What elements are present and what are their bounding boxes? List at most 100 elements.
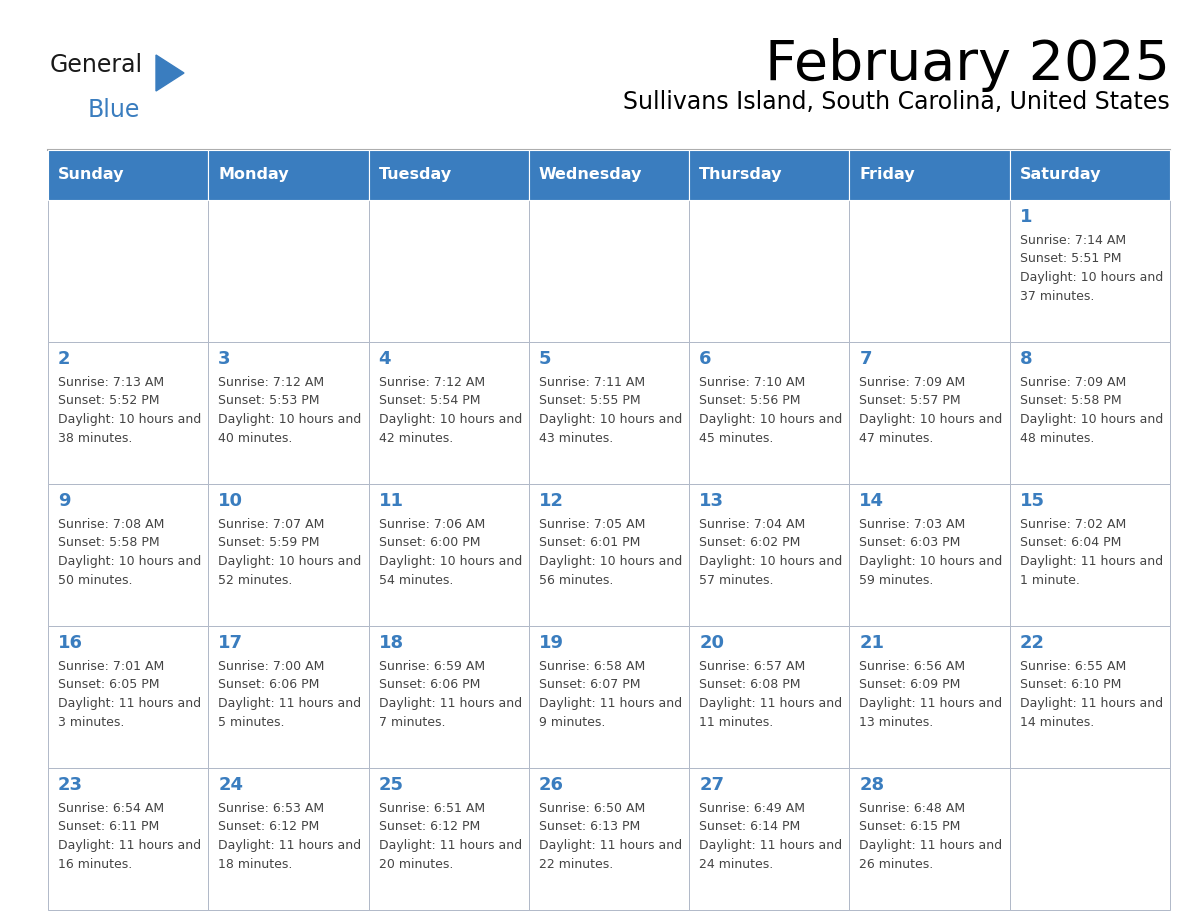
Bar [208,150,368,200]
Bar [1010,150,1170,200]
Text: Sunrise: 7:08 AM: Sunrise: 7:08 AM [58,518,164,531]
Text: 13: 13 [700,492,725,510]
Text: Blue: Blue [88,98,140,122]
Text: Daylight: 11 hours and: Daylight: 11 hours and [859,839,1003,852]
Text: Sunrise: 7:13 AM: Sunrise: 7:13 AM [58,376,164,389]
Bar [48,150,208,200]
Text: 59 minutes.: 59 minutes. [859,574,934,587]
Text: 26: 26 [539,776,564,794]
Text: Daylight: 10 hours and: Daylight: 10 hours and [700,555,842,568]
Text: Daylight: 11 hours and: Daylight: 11 hours and [58,839,201,852]
Text: 57 minutes.: 57 minutes. [700,574,773,587]
Text: 11: 11 [379,492,404,510]
Text: Thursday: Thursday [700,167,783,183]
Text: 17: 17 [219,634,244,652]
Bar [48,342,208,484]
Text: Sunrise: 7:11 AM: Sunrise: 7:11 AM [539,376,645,389]
Text: Sunset: 6:01 PM: Sunset: 6:01 PM [539,536,640,550]
Text: Daylight: 10 hours and: Daylight: 10 hours and [58,555,201,568]
Text: Sunset: 6:02 PM: Sunset: 6:02 PM [700,536,801,550]
Bar [1010,342,1170,484]
Text: 47 minutes.: 47 minutes. [859,431,934,444]
Text: 37 minutes.: 37 minutes. [1019,289,1094,303]
Text: Sunset: 6:11 PM: Sunset: 6:11 PM [58,821,159,834]
Bar [529,484,689,626]
Text: General: General [50,53,143,77]
Text: Sunrise: 6:57 AM: Sunrise: 6:57 AM [700,660,805,673]
Text: 9 minutes.: 9 minutes. [539,715,605,729]
Text: Sunrise: 7:09 AM: Sunrise: 7:09 AM [859,376,966,389]
Text: 3: 3 [219,350,230,368]
Text: Sunset: 6:03 PM: Sunset: 6:03 PM [859,536,961,550]
Text: Sunrise: 7:01 AM: Sunrise: 7:01 AM [58,660,164,673]
Text: Sunrise: 7:04 AM: Sunrise: 7:04 AM [700,518,805,531]
Bar [529,150,689,200]
Text: 22: 22 [1019,634,1044,652]
Text: Sunset: 6:09 PM: Sunset: 6:09 PM [859,678,961,691]
Text: Sunset: 5:52 PM: Sunset: 5:52 PM [58,395,159,408]
Text: Sunset: 6:06 PM: Sunset: 6:06 PM [379,678,480,691]
Text: 24: 24 [219,776,244,794]
Bar [689,626,849,768]
Text: Sunrise: 7:05 AM: Sunrise: 7:05 AM [539,518,645,531]
Text: 9: 9 [58,492,70,510]
Text: Sunset: 5:54 PM: Sunset: 5:54 PM [379,395,480,408]
Text: Daylight: 11 hours and: Daylight: 11 hours and [539,697,682,710]
Text: 11 minutes.: 11 minutes. [700,715,773,729]
Text: 3 minutes.: 3 minutes. [58,715,125,729]
Text: 7 minutes.: 7 minutes. [379,715,446,729]
Text: Daylight: 11 hours and: Daylight: 11 hours and [1019,555,1163,568]
Text: Daylight: 10 hours and: Daylight: 10 hours and [859,413,1003,426]
Text: 4: 4 [379,350,391,368]
Bar [368,626,529,768]
Text: Sunrise: 7:14 AM: Sunrise: 7:14 AM [1019,234,1126,247]
Text: 16: 16 [58,634,83,652]
Bar [1010,200,1170,342]
Text: Tuesday: Tuesday [379,167,451,183]
Text: Daylight: 11 hours and: Daylight: 11 hours and [539,839,682,852]
Text: Sunset: 6:12 PM: Sunset: 6:12 PM [379,821,480,834]
Text: 20: 20 [700,634,725,652]
Text: Daylight: 11 hours and: Daylight: 11 hours and [219,839,361,852]
Text: 38 minutes.: 38 minutes. [58,431,132,444]
Text: Sunrise: 7:06 AM: Sunrise: 7:06 AM [379,518,485,531]
Text: Sunset: 6:08 PM: Sunset: 6:08 PM [700,678,801,691]
Text: Daylight: 10 hours and: Daylight: 10 hours and [219,413,361,426]
Text: Daylight: 10 hours and: Daylight: 10 hours and [1019,413,1163,426]
Text: 14 minutes.: 14 minutes. [1019,715,1094,729]
Text: Sunset: 5:57 PM: Sunset: 5:57 PM [859,395,961,408]
Text: 18: 18 [379,634,404,652]
Text: Sunrise: 7:07 AM: Sunrise: 7:07 AM [219,518,324,531]
Text: 52 minutes.: 52 minutes. [219,574,292,587]
Text: Sunrise: 6:53 AM: Sunrise: 6:53 AM [219,802,324,815]
Bar [1010,768,1170,910]
Text: 24 minutes.: 24 minutes. [700,857,773,870]
Text: Sunrise: 6:51 AM: Sunrise: 6:51 AM [379,802,485,815]
Text: Sunset: 6:12 PM: Sunset: 6:12 PM [219,821,320,834]
Text: Saturday: Saturday [1019,167,1101,183]
Bar [368,342,529,484]
Bar [208,626,368,768]
Text: Daylight: 10 hours and: Daylight: 10 hours and [379,555,522,568]
Text: 54 minutes.: 54 minutes. [379,574,453,587]
Text: Daylight: 11 hours and: Daylight: 11 hours and [700,697,842,710]
Text: Sunset: 6:04 PM: Sunset: 6:04 PM [1019,536,1121,550]
Text: 1: 1 [1019,208,1032,226]
Text: 14: 14 [859,492,884,510]
Bar [1010,626,1170,768]
Text: Sunrise: 7:10 AM: Sunrise: 7:10 AM [700,376,805,389]
Bar [368,200,529,342]
Text: 56 minutes.: 56 minutes. [539,574,613,587]
Text: 7: 7 [859,350,872,368]
Bar [529,200,689,342]
Text: 22 minutes.: 22 minutes. [539,857,613,870]
Text: Sunset: 6:15 PM: Sunset: 6:15 PM [859,821,961,834]
Text: Sunrise: 7:02 AM: Sunrise: 7:02 AM [1019,518,1126,531]
Bar [368,150,529,200]
Text: Sunset: 6:14 PM: Sunset: 6:14 PM [700,821,801,834]
Text: Daylight: 11 hours and: Daylight: 11 hours and [700,839,842,852]
Text: Sunrise: 6:55 AM: Sunrise: 6:55 AM [1019,660,1126,673]
Bar [208,200,368,342]
Text: Sunset: 5:53 PM: Sunset: 5:53 PM [219,395,320,408]
Text: Sunset: 6:07 PM: Sunset: 6:07 PM [539,678,640,691]
